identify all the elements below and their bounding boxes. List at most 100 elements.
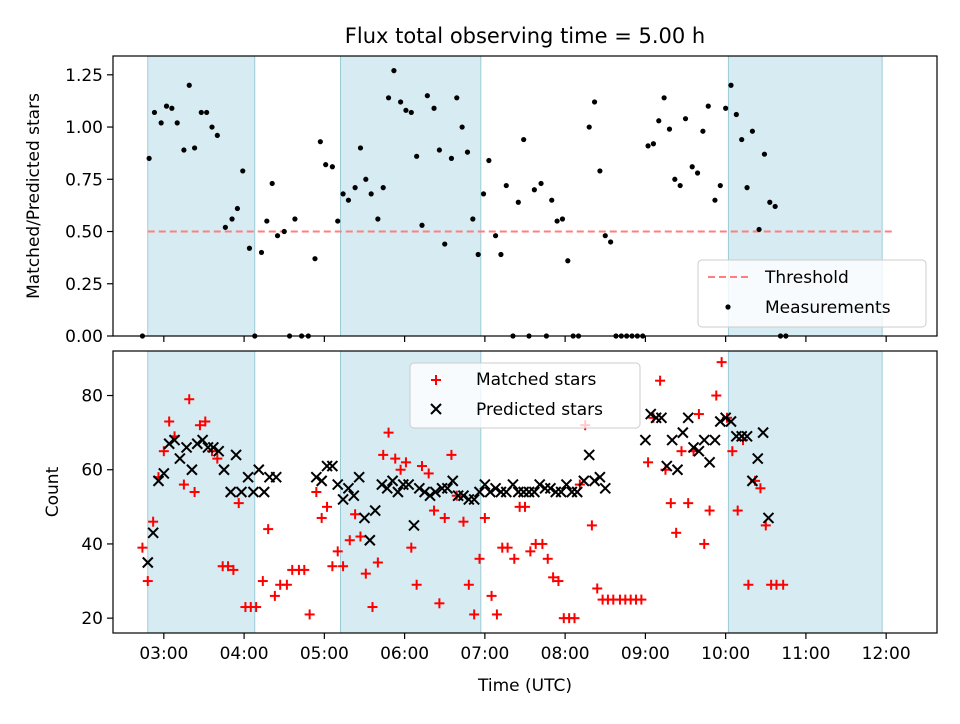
measurement-point [549,197,555,203]
matched-star-point [400,457,411,468]
predicted-star-point [258,486,270,498]
measurement-point [414,153,420,159]
predicted-star-point [358,512,371,524]
measurement-point [682,116,689,122]
matched-star-point [344,535,355,546]
y-tick-label: 1.00 [65,118,103,138]
measurement-point [436,147,442,153]
y-tick-label: 40 [81,535,103,555]
predicted-star-point [741,430,753,443]
figure-title: Flux total observing time = 5.00 h [345,24,705,48]
measurement-point [229,216,235,222]
bottom-y-ticks: 20 40 60 80 [81,387,113,629]
measurement-point [431,105,437,111]
predicted-star-point [550,486,562,498]
predicted-star-point [408,519,420,532]
matched-star-point [711,390,722,401]
predicted-star-point [270,471,282,483]
predicted-star-point [523,486,535,498]
predicted-star-point [719,412,732,424]
matched-star-point [137,542,148,553]
measurement-point [312,256,318,262]
measurement-point [380,185,386,191]
measurement-point [723,105,729,111]
matched-star-point [704,505,715,516]
predicted-star-point [381,482,393,494]
matched-star-point [304,609,315,620]
measurement-point [335,218,341,224]
measurement-point [645,143,651,149]
measurement-point [650,141,657,147]
matched-star-point [553,576,564,587]
matched-star-point [520,501,530,512]
predicted-star-point [555,486,567,498]
matched-star-point [316,512,327,523]
x-tick-label: 06:00 [380,644,429,664]
matched-star-point [322,501,333,512]
predicted-star-point [142,556,154,569]
measurement-point [274,233,281,239]
bottom-x-axis-label: Time (UTC) [477,676,572,696]
measurement-point [559,216,566,222]
measurements-legend-label: Measurements [765,298,891,318]
shaded-interval [147,350,256,634]
matched-star-point [743,579,754,590]
measurement-point [264,218,270,224]
predicted-star-point [583,449,595,461]
predicted-star-point [507,478,519,491]
predicted-star-point [342,482,355,494]
predicted-star-point [578,475,590,487]
predicted-star-point [709,434,721,446]
y-tick-label: 0.75 [65,170,103,190]
measurement-point [661,95,667,101]
predicted-star-point [560,478,573,491]
measurement-point [368,191,374,197]
measurement-point [169,105,175,111]
measurement-point [756,226,762,233]
matched-star-point [732,505,743,516]
measurement-point [340,191,346,197]
matched-star-point [636,594,647,605]
measurement-point [345,197,352,203]
matched-star-point [755,483,766,494]
x-tick-label: 12:00 [862,644,911,664]
x-tick-label: 07:00 [460,644,509,664]
matched-star-point [491,609,502,620]
measurement-point [174,120,180,126]
predicted-star-point [544,482,557,494]
measurement-point [234,205,241,212]
measurement-point [712,197,718,203]
measurement-point [717,182,723,189]
top-x-ticks [163,336,887,342]
predicted-star-point [152,475,165,487]
measurement-point [749,128,756,134]
measurement-point [470,216,476,222]
measurement-point [503,182,509,189]
matched-star-point [537,538,548,549]
matched-legend-label: Matched stars [476,370,596,390]
matched-star-point [727,446,738,457]
matched-star-point [434,598,445,609]
predicted-star-point [191,438,203,450]
measurement-point [442,241,448,247]
predicted-star-point [174,452,186,465]
matched-star-point [228,564,239,575]
measurement-point [258,249,265,256]
predicted-star-point [163,438,175,450]
measurement-point [672,176,678,182]
predicted-star-point [315,475,328,487]
matched-star-point [479,512,490,523]
predicted-star-point [180,441,193,454]
predicted-star-point [757,426,769,439]
predicted-star-point [661,460,673,472]
measurement-point [317,139,323,145]
predicted-star-point [725,415,737,428]
predicted-star-point [703,456,716,469]
top-legend-box [697,259,927,328]
x-tick-label: 09:00 [621,644,670,664]
measurement-point [689,164,695,170]
matched-star-point [383,427,394,438]
measurement-point [269,180,275,187]
measurement-points [139,68,789,339]
predicted-star-point [196,434,209,446]
